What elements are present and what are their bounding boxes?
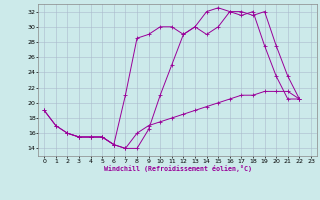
X-axis label: Windchill (Refroidissement éolien,°C): Windchill (Refroidissement éolien,°C) <box>104 165 252 172</box>
